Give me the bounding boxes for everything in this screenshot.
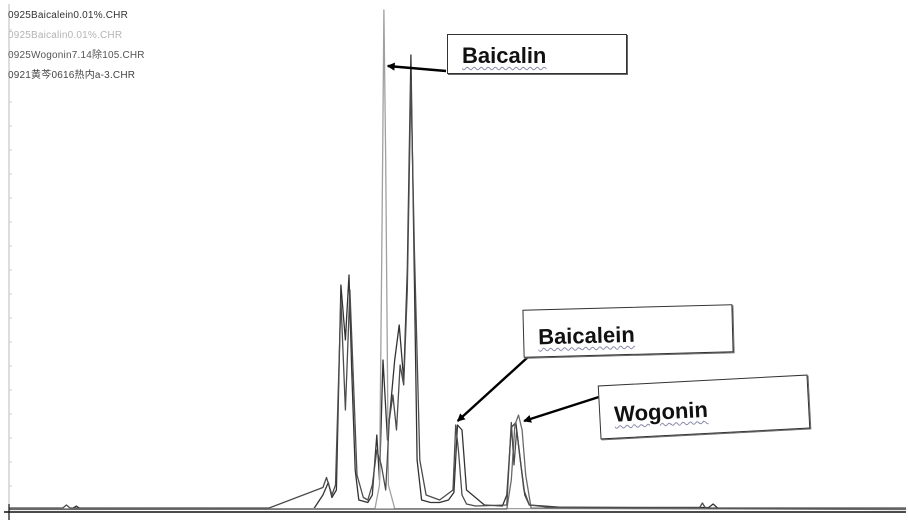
callout-wogonin-label: Wogonin <box>613 396 709 427</box>
legend-entry-baicalin: 0925Baicalin0.01%.CHR <box>8 30 123 41</box>
series-line-1 <box>8 9 907 510</box>
series-group <box>8 9 907 511</box>
callout-baicalein: Baicalein <box>522 304 734 358</box>
series-line-2 <box>8 414 907 511</box>
legend-entry-sample: 0921黄芩0616热内a-3.CHR <box>8 70 136 81</box>
annotation-arrow-2 <box>523 394 603 423</box>
annotation-arrow-0 <box>386 62 447 73</box>
callout-baicalin: Baicalin <box>447 34 627 74</box>
legend-entry-wogonin: 0925Wogonin7.14除105.CHR <box>8 50 145 61</box>
callout-wogonin: Wogonin <box>597 374 811 440</box>
callout-baicalin-label: Baicalin <box>462 43 547 68</box>
legend-entry-baicalein: 0925Baicalein0.01%.CHR <box>8 10 129 21</box>
legend: 0925Baicalein0.01%.CHR 0925Baicalin0.01%… <box>8 6 145 86</box>
annotation-arrow-1 <box>456 356 529 422</box>
series-line-3 <box>9 79 906 509</box>
y-axis-ticks <box>9 29 12 487</box>
annotation-arrows <box>386 62 603 423</box>
callout-baicalein-label: Baicalein <box>537 321 636 350</box>
